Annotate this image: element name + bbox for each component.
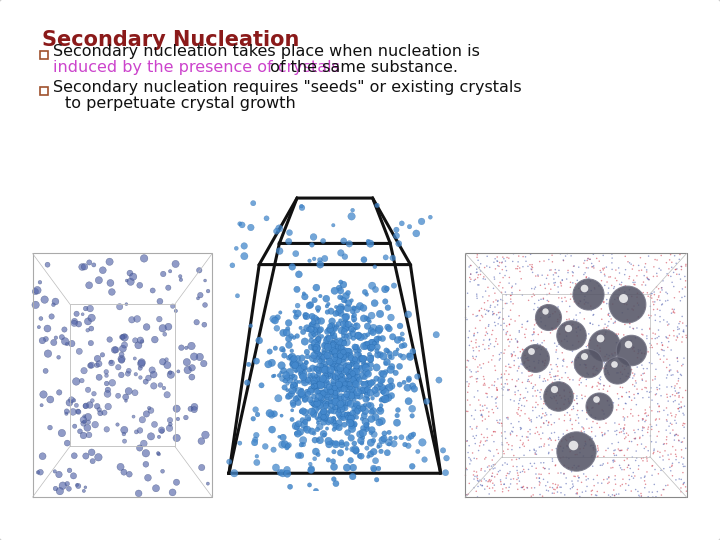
Point [536,413,548,421]
Point [261,214,272,222]
Point [350,324,361,333]
Point [673,270,685,279]
Point [653,292,665,300]
Point [306,330,318,339]
Point [550,348,562,356]
Point [547,309,559,318]
Point [586,423,598,431]
Point [338,280,349,289]
Point [282,373,293,382]
Point [678,434,690,442]
Point [149,420,161,429]
Point [512,265,523,273]
Point [314,357,325,366]
Point [585,302,597,310]
Point [541,290,553,299]
Point [560,435,572,444]
Point [674,250,685,259]
Point [531,464,542,472]
Point [495,480,507,489]
Point [289,373,300,382]
Point [342,288,354,297]
Point [631,293,643,301]
Point [606,440,618,448]
Point [640,443,652,451]
Point [326,400,338,409]
Point [511,480,523,488]
Point [308,409,320,417]
Point [467,354,479,362]
Point [608,456,620,464]
Point [309,382,320,390]
Point [480,453,492,462]
Point [336,349,347,357]
Point [636,330,647,339]
Point [599,330,611,339]
Point [513,403,525,412]
Point [557,430,569,438]
Point [356,388,367,396]
Point [652,349,663,357]
Point [373,333,384,342]
Point [570,447,582,456]
Point [80,402,91,410]
Point [567,433,579,441]
Point [522,388,534,396]
Point [331,364,343,373]
Point [510,280,521,288]
Point [86,314,97,322]
Point [568,315,580,323]
Point [616,393,628,401]
Point [378,352,390,361]
Point [518,482,529,491]
Point [526,262,538,271]
Point [559,293,571,302]
Point [364,239,376,248]
Point [356,415,368,423]
Point [504,468,516,476]
Point [598,460,609,468]
Point [639,477,650,485]
Point [607,359,618,367]
Point [354,363,366,372]
Point [91,361,103,369]
Point [609,475,621,484]
Point [477,340,489,349]
Point [541,345,552,353]
Point [343,363,354,372]
Point [569,461,580,470]
Point [662,397,674,406]
Point [564,399,575,407]
Point [132,341,144,349]
Point [505,429,516,437]
Point [333,409,344,417]
Point [606,401,618,409]
Point [666,258,678,267]
Point [141,323,153,332]
Point [484,484,495,492]
Point [553,435,564,444]
Point [301,312,312,321]
Point [507,428,518,436]
Bar [40,87,48,95]
Point [487,469,498,477]
Point [535,295,546,303]
Point [290,364,302,373]
Point [315,396,327,404]
Point [539,336,550,345]
Point [312,335,324,343]
Point [598,415,610,423]
Point [572,353,584,362]
Point [526,417,537,426]
Point [352,373,364,381]
Point [678,419,689,428]
Point [245,321,256,330]
Point [271,227,282,235]
Point [471,292,482,300]
Point [362,237,374,246]
Point [593,379,605,388]
Point [138,439,150,448]
Point [297,436,309,444]
Point [330,440,341,449]
